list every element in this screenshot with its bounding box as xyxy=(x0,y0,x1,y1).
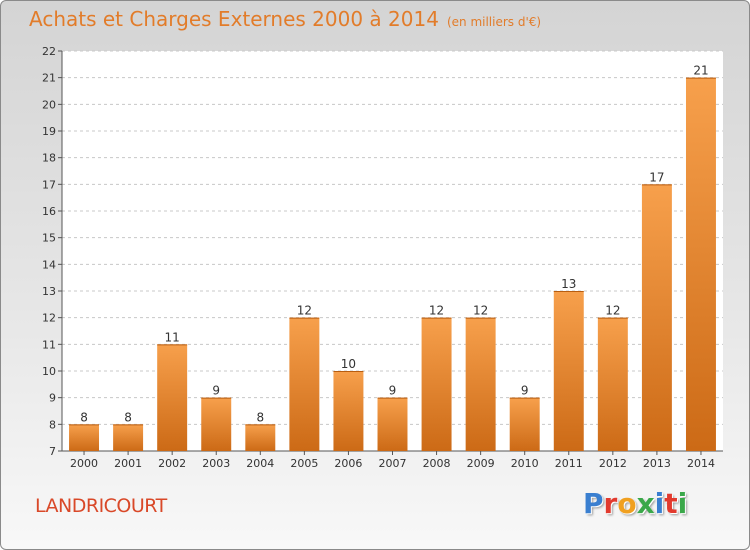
bar-2001 xyxy=(113,424,144,451)
data-label: 9 xyxy=(389,384,397,398)
chart-subtitle: (en milliers d'€) xyxy=(446,15,542,29)
x-tick-label: 2000 xyxy=(70,457,98,470)
bar-2007 xyxy=(377,397,408,451)
y-tick-label: 21 xyxy=(42,72,56,85)
bar-2008 xyxy=(421,317,452,451)
commune-name: LANDRICOURT xyxy=(35,495,167,517)
y-tick-label: 11 xyxy=(42,338,56,351)
bar-2014 xyxy=(685,77,716,452)
bar-2005 xyxy=(289,317,320,451)
data-label: 13 xyxy=(561,277,576,291)
data-label: 12 xyxy=(473,304,488,318)
x-tick-label: 2010 xyxy=(511,457,539,470)
x-tick-label: 2002 xyxy=(158,457,186,470)
y-tick-label: 7 xyxy=(49,445,56,458)
data-label: 12 xyxy=(429,304,444,318)
proxiti-logo: Proxiti xyxy=(583,487,687,520)
x-tick-label: 2013 xyxy=(643,457,671,470)
y-tick-label: 22 xyxy=(42,45,56,58)
data-label: 8 xyxy=(124,410,132,424)
data-label: 12 xyxy=(605,304,620,318)
chart-title: Achats et Charges Externes 2000 à 2014 (e… xyxy=(29,7,541,31)
data-label: 21 xyxy=(693,64,708,78)
data-label: 9 xyxy=(212,384,220,398)
y-tick-label: 19 xyxy=(42,125,56,138)
x-tick-label: 2012 xyxy=(599,457,627,470)
bar-2012 xyxy=(597,317,628,451)
y-tick-label: 8 xyxy=(49,418,56,431)
data-label: 9 xyxy=(521,384,529,398)
y-tick-label: 9 xyxy=(49,392,56,405)
y-tick-label: 12 xyxy=(42,312,56,325)
x-tick-label: 2005 xyxy=(290,457,318,470)
x-tick-label: 2003 xyxy=(202,457,230,470)
x-tick-label: 2008 xyxy=(423,457,451,470)
bar-2009 xyxy=(465,317,496,451)
logo-letter: t xyxy=(664,487,678,520)
y-tick-label: 20 xyxy=(42,98,56,111)
data-label: 8 xyxy=(80,410,88,424)
x-tick-label: 2006 xyxy=(334,457,362,470)
y-tick-label: 17 xyxy=(42,178,56,191)
y-tick-label: 13 xyxy=(42,285,56,298)
logo-letter: x xyxy=(636,487,655,520)
data-label: 11 xyxy=(165,330,180,344)
x-tick-label: 2014 xyxy=(687,457,715,470)
y-tick-label: 16 xyxy=(42,205,56,218)
x-tick-label: 2004 xyxy=(246,457,274,470)
data-label: 17 xyxy=(649,170,664,184)
x-tick-label: 2011 xyxy=(555,457,583,470)
logo-letter: P xyxy=(583,487,604,520)
x-tick-label: 2007 xyxy=(379,457,407,470)
logo-letter: i xyxy=(654,487,665,520)
x-tick-label: 2009 xyxy=(467,457,495,470)
bar-2013 xyxy=(641,184,672,452)
logo-letter: i xyxy=(677,487,688,520)
data-label: 8 xyxy=(256,410,264,424)
bar-2011 xyxy=(553,291,584,451)
bar-2003 xyxy=(201,397,232,451)
bar-2004 xyxy=(245,424,276,451)
chart-title-text: Achats et Charges Externes 2000 à 2014 xyxy=(29,7,439,31)
y-tick-label: 14 xyxy=(42,258,56,271)
logo-letter: r xyxy=(603,487,618,520)
bar-2002 xyxy=(157,344,188,451)
bar-2006 xyxy=(333,371,364,451)
y-tick-label: 18 xyxy=(42,152,56,165)
bar-2000 xyxy=(69,424,100,451)
data-label: 12 xyxy=(297,304,312,318)
x-tick-label: 2001 xyxy=(114,457,142,470)
bar-2010 xyxy=(509,397,540,451)
data-label: 10 xyxy=(341,357,356,371)
y-tick-label: 15 xyxy=(42,232,56,245)
y-tick-label: 10 xyxy=(42,365,56,378)
logo-letter: o xyxy=(617,487,637,520)
